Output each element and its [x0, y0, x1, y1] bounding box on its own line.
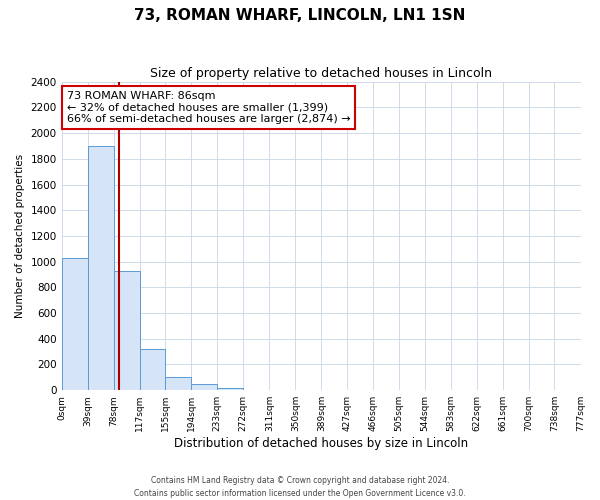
Bar	[165, 376, 191, 390]
X-axis label: Distribution of detached houses by size in Lincoln: Distribution of detached houses by size …	[174, 437, 468, 450]
Title: Size of property relative to detached houses in Lincoln: Size of property relative to detached ho…	[150, 68, 492, 80]
Text: 73 ROMAN WHARF: 86sqm
← 32% of detached houses are smaller (1,399)
66% of semi-d: 73 ROMAN WHARF: 86sqm ← 32% of detached …	[67, 91, 350, 124]
Bar	[140, 349, 165, 390]
Bar	[62, 258, 88, 390]
Y-axis label: Number of detached properties: Number of detached properties	[15, 154, 25, 318]
Bar	[88, 146, 114, 390]
Bar	[217, 388, 243, 390]
Bar	[114, 270, 140, 390]
Text: 73, ROMAN WHARF, LINCOLN, LN1 1SN: 73, ROMAN WHARF, LINCOLN, LN1 1SN	[134, 8, 466, 22]
Bar	[191, 384, 217, 390]
Text: Contains HM Land Registry data © Crown copyright and database right 2024.
Contai: Contains HM Land Registry data © Crown c…	[134, 476, 466, 498]
